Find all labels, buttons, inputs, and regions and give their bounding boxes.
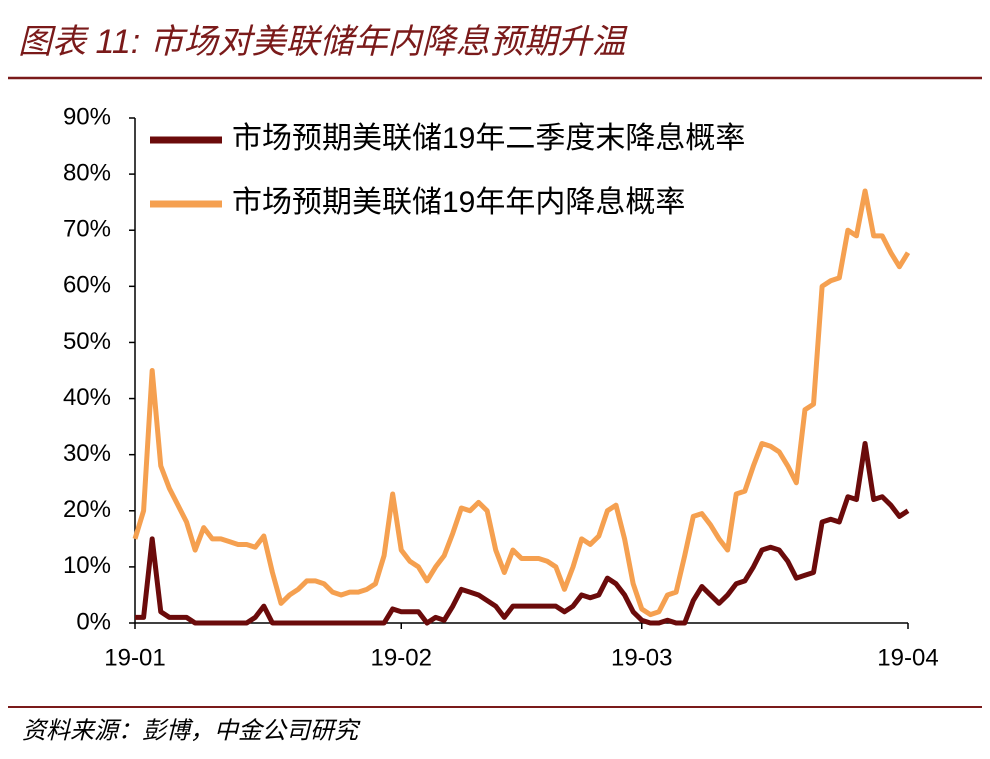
legend-label: 市场预期美联储19年二季度末降息概率	[232, 122, 745, 155]
x-tick-label: 19-03	[611, 644, 672, 671]
y-tick-label: 20%	[63, 496, 111, 523]
legend-label: 市场预期美联储19年年内降息概率	[232, 186, 685, 219]
series-line	[135, 440, 910, 626]
y-tick-label: 70%	[63, 216, 111, 243]
y-tick-label: 0%	[76, 608, 111, 635]
y-tick-label: 60%	[63, 272, 111, 299]
y-tick-label: 80%	[63, 159, 111, 186]
x-tick-label: 19-01	[104, 644, 165, 671]
y-tick-label: 10%	[63, 552, 111, 579]
x-tick-label: 19-02	[371, 644, 432, 671]
y-tick-label: 40%	[63, 384, 111, 411]
series-line	[132, 188, 911, 618]
y-tick-label: 30%	[63, 440, 111, 467]
chart-title: 图表 11: 市场对美联储年内降息预期升温	[18, 23, 628, 61]
y-tick-label: 50%	[63, 328, 111, 355]
y-tick-label: 90%	[63, 103, 111, 130]
x-tick-label: 19-04	[877, 644, 938, 671]
source-note: 资料来源：彭博，中金公司研究	[22, 717, 361, 744]
